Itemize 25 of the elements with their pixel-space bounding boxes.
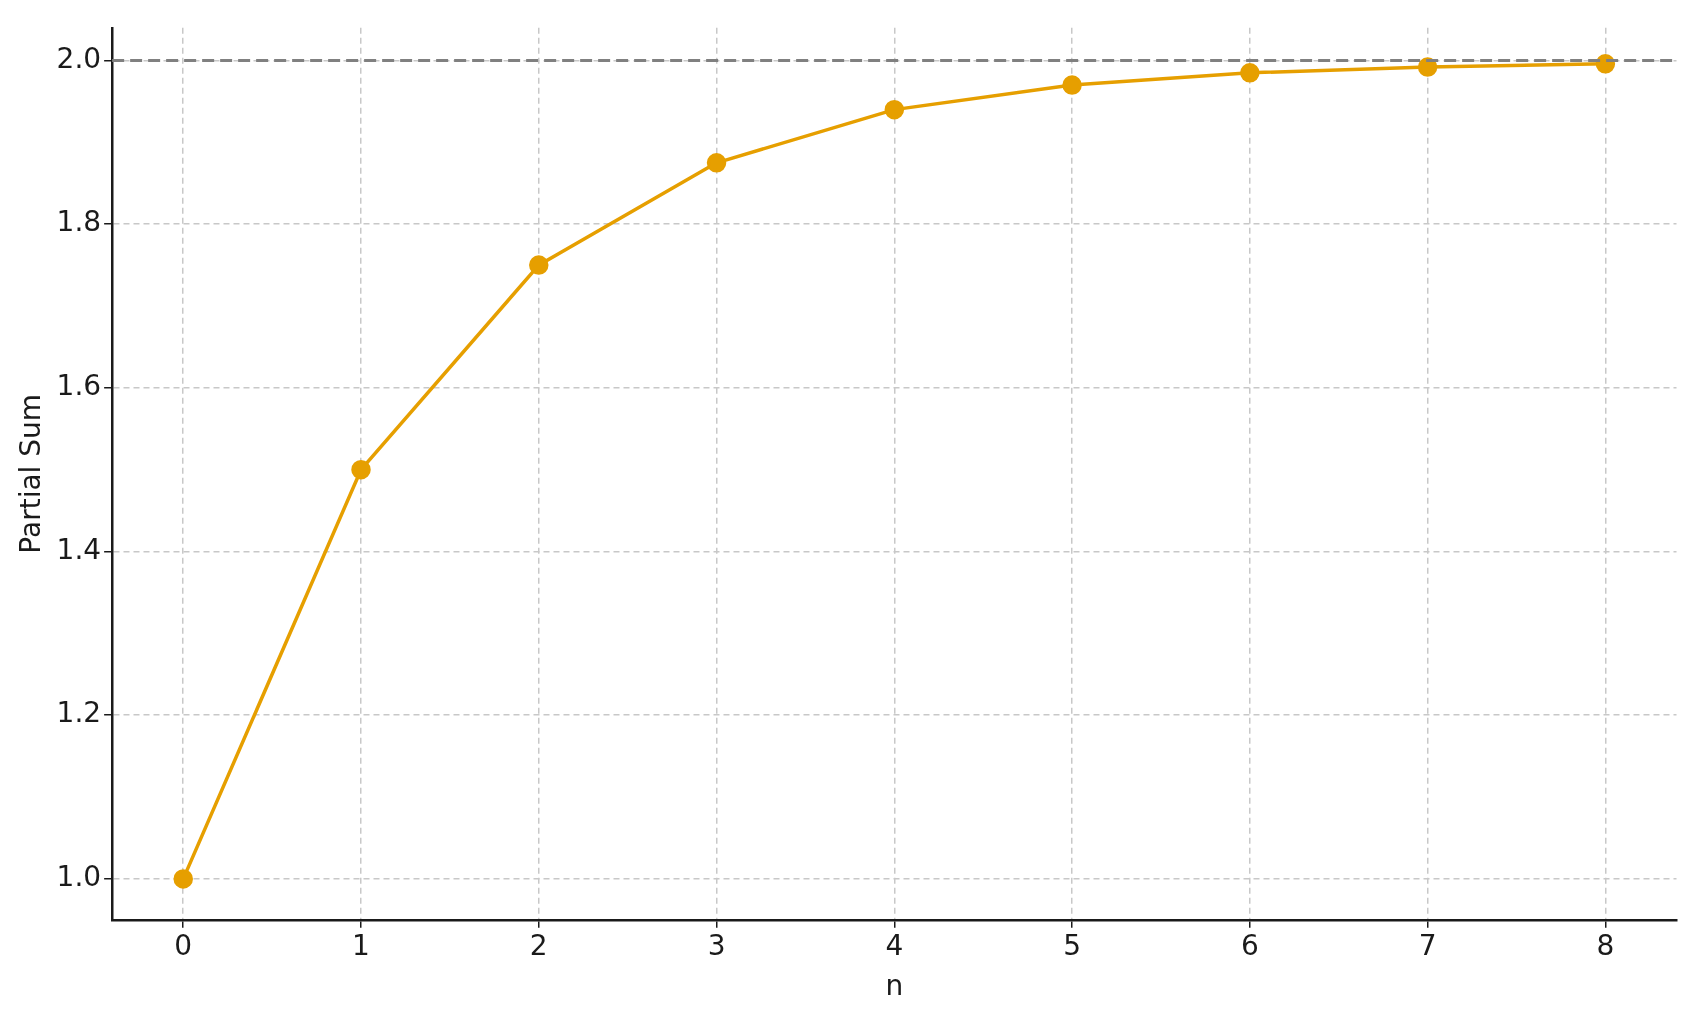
y-tick-label: 1.0 [56, 860, 102, 894]
x-tick-label: 3 [707, 928, 726, 962]
y-tick-label: 1.8 [56, 205, 102, 239]
x-tick-label: 1 [352, 928, 370, 962]
x-axis-title: n [885, 969, 904, 1003]
point [529, 255, 549, 275]
point [1417, 57, 1438, 77]
x-tick-label: 2 [529, 928, 548, 962]
point [884, 99, 905, 120]
y-tick-label: 2.0 [56, 41, 102, 75]
y-axis-title: Partial Sum [14, 393, 48, 554]
point [1062, 75, 1082, 95]
point [351, 459, 371, 480]
x-tick-label: 6 [1240, 928, 1259, 962]
x-tick-label: 7 [1418, 928, 1437, 962]
point [173, 869, 193, 889]
y-tick-label: 1.6 [56, 369, 102, 403]
x-tick-label: 5 [1063, 928, 1081, 962]
point [706, 153, 727, 173]
x-tick-label: 8 [1596, 928, 1615, 962]
x-tick-label: 4 [885, 928, 904, 962]
point [1240, 63, 1260, 83]
y-tick-label: 1.2 [56, 696, 102, 730]
y-tick-label: 1.4 [56, 532, 102, 566]
x-tick-label: 0 [174, 928, 193, 962]
